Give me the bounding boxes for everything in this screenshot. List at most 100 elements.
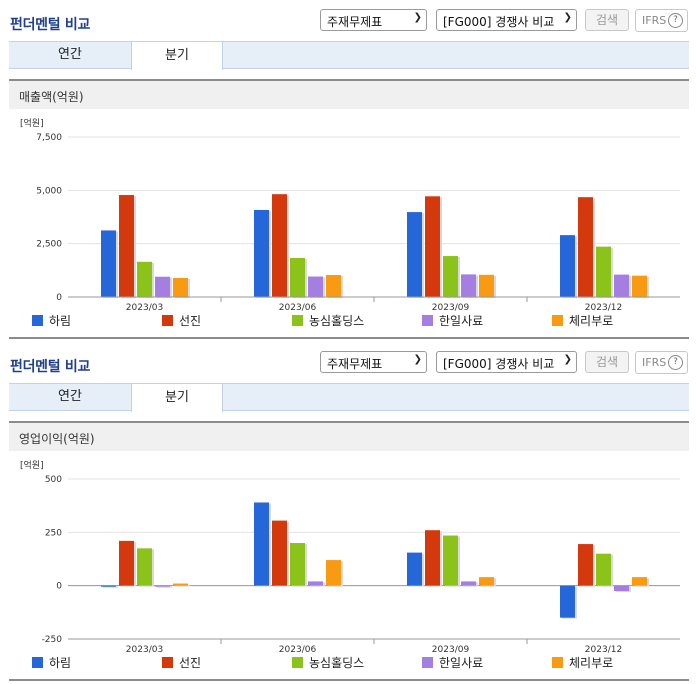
panel-title: 영업이익(억원) [9,421,689,451]
bar-한일사료 [461,274,476,297]
legend-item[interactable]: 한일사료 [422,314,483,328]
y-tick-label: 500 [45,475,62,485]
bar-하림 [101,230,116,297]
chevron-down-icon: ❯ [563,354,572,365]
ifrs-help-button[interactable]: IFRS ? [635,9,688,32]
y-tick-label: 250 [45,528,62,538]
bar-한일사료 [461,581,476,586]
y-tick-label: 2,500 [36,240,62,250]
legend-label: 하림 [49,656,71,670]
bar-한일사료 [155,585,170,587]
bar-체리부로 [173,583,188,586]
search-button[interactable]: 검색 [585,9,629,31]
legend-swatch [552,657,563,668]
bar-농심홀딩스 [443,256,458,297]
bar-하림 [560,585,575,618]
legend-item[interactable]: 농심홀딩스 [292,656,364,670]
legend-item[interactable]: 하림 [32,656,71,670]
legend-item[interactable]: 한일사료 [422,656,483,670]
legend-label: 체리부로 [569,656,613,670]
ifrs-help-button[interactable]: IFRS ? [635,351,688,374]
section-title: 펀더멘털 비교 [10,17,91,33]
legend-label: 선진 [179,314,201,328]
tab-quarterly[interactable]: 분기 [131,41,223,70]
y-tick-label: 7,500 [36,133,62,143]
period-tabs: 연간 분기 [9,41,689,70]
bar-농심홀딩스 [596,246,611,297]
bar-하림 [560,235,575,297]
chevron-down-icon: ❯ [563,12,572,23]
legend-label: 농심홀딩스 [309,656,364,670]
bar-하림 [254,209,269,297]
legend-item[interactable]: 선진 [162,314,201,328]
statement-type-value: 주재무제표 [327,357,383,371]
help-icon: ? [668,355,683,370]
legend-item[interactable]: 체리부로 [552,656,613,670]
bar-하림 [101,585,116,587]
bar-체리부로 [326,275,341,297]
competitor-group-select[interactable]: [FG000] 경쟁사 비교 ❯ [436,351,577,373]
y-tick-label: -250 [42,635,63,645]
bar-체리부로 [632,577,647,586]
legend-item[interactable]: 농심홀딩스 [292,314,364,328]
legend-label: 하림 [49,314,71,328]
bar-shadow [103,586,118,588]
competitor-group-select[interactable]: [FG000] 경쟁사 비교 ❯ [436,9,577,31]
bar-선진 [272,520,287,586]
competitor-group-value: [FG000] 경쟁사 비교 [443,15,555,29]
legend-swatch [292,315,303,326]
competitor-group-value: [FG000] 경쟁사 비교 [443,357,555,371]
statement-type-select[interactable]: 주재무제표 ❯ [320,9,427,31]
legend-swatch [32,315,43,326]
operating-profit-bar-chart: [억원] -250 0 250 500 2023/03 2023/06 2023/09 2023… [20,459,680,670]
legend-swatch [162,315,173,326]
legend-item[interactable]: 체리부로 [552,314,613,328]
bar-농심홀딩스 [596,553,611,586]
bar-선진 [578,544,593,586]
bar-농심홀딩스 [137,548,152,586]
bar-한일사료 [614,585,629,591]
bar-선진 [272,194,287,297]
legend-label: 체리부로 [569,314,613,328]
legend-swatch [32,657,43,668]
legend-item[interactable]: 하림 [32,314,71,328]
search-button[interactable]: 검색 [585,351,629,373]
help-icon: ? [668,13,683,28]
bar-체리부로 [479,577,494,586]
bar-한일사료 [308,276,323,297]
chevron-down-icon: ❯ [413,12,422,23]
sales-bar-chart: [억원] 0 2,500 5,000 7,500 2023/03 2023/06 2023/0… [20,117,680,328]
fundamental-section-sales: 펀더멘털 비교 주재무제표 ❯ [FG000] 경쟁사 비교 ❯ 검색 IFRS… [9,9,689,339]
statement-type-select[interactable]: 주재무제표 ❯ [320,351,427,373]
bar-하림 [407,212,422,297]
legend-swatch [422,657,433,668]
unit-label: [억원] [20,117,44,129]
bar-선진 [119,540,134,586]
statement-type-value: 주재무제표 [327,15,383,29]
fundamental-section-operating-profit: 펀더멘털 비교 주재무제표 ❯ [FG000] 경쟁사 비교 ❯ 검색 IFRS… [0,342,696,684]
bar-체리부로 [479,274,494,297]
tab-quarterly[interactable]: 분기 [131,383,223,412]
tab-annual[interactable]: 연간 [58,389,82,404]
legend-swatch [422,315,433,326]
bar-shadow [157,586,172,588]
y-tick-label: 5,000 [36,186,62,196]
bar-하림 [407,552,422,586]
x-tick-label: 2023/12 [585,645,622,655]
y-tick-label: 0 [56,293,62,303]
unit-label: [억원] [20,459,44,471]
bar-선진 [578,197,593,297]
legend-label: 농심홀딩스 [309,314,364,328]
bar-농심홀딩스 [443,535,458,586]
section-title: 펀더멘털 비교 [10,359,91,375]
tab-annual[interactable]: 연간 [58,47,82,62]
legend-item[interactable]: 선진 [162,656,201,670]
x-tick-label: 2023/03 [126,645,163,655]
bar-농심홀딩스 [137,261,152,297]
chevron-down-icon: ❯ [413,354,422,365]
legend-label: 한일사료 [439,656,483,670]
ifrs-label: IFRS [642,14,667,27]
bar-한일사료 [614,274,629,297]
x-tick-label: 2023/03 [126,303,163,313]
x-tick-label: 2023/09 [432,645,470,655]
